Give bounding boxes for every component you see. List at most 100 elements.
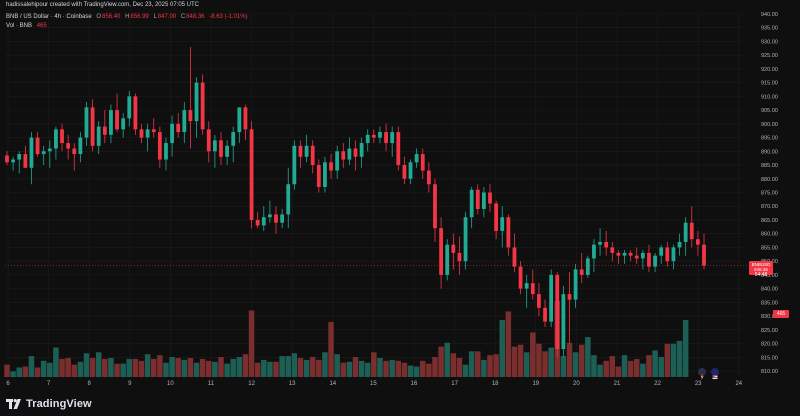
candle-down: [243, 107, 248, 130]
candle-up: [500, 217, 505, 231]
volume-bar: [487, 355, 493, 377]
price-tick-label: 900.00: [761, 122, 778, 128]
chart-grid: [5, 13, 743, 375]
candle-down: [60, 129, 64, 144]
candle-down: [610, 247, 615, 253]
volume-bar: [346, 361, 353, 377]
candle-down: [206, 129, 211, 152]
price-tick-label: 870.00: [761, 204, 778, 210]
candle-down: [555, 274, 560, 350]
candle-down: [665, 247, 670, 262]
time-tick-label: 6: [6, 381, 10, 387]
candle-down: [23, 154, 28, 168]
price-tick-label: 925.00: [761, 53, 778, 59]
volume-bar: [505, 311, 512, 377]
price-tick-label: 820.00: [761, 342, 778, 348]
volume-bar: [175, 358, 181, 377]
volume-bar: [261, 359, 267, 377]
price-candles: [5, 46, 706, 358]
volume-bar: [230, 358, 236, 377]
candle-up: [292, 145, 297, 185]
volume-bar: [150, 358, 157, 377]
candle-down: [139, 129, 144, 138]
candle-down: [457, 252, 462, 262]
candle-up: [84, 107, 89, 138]
volume-bar: [676, 340, 683, 377]
candle-down: [518, 266, 523, 289]
volume-bar: [224, 363, 230, 377]
event-marker-icon[interactable]: [698, 368, 706, 380]
volume-bar: [432, 357, 438, 377]
candle-up: [463, 217, 468, 262]
volume-bar: [499, 320, 505, 377]
time-tick-label: 16: [411, 381, 418, 387]
price-tick-label: 910.00: [761, 94, 778, 100]
candle-up: [121, 118, 126, 130]
volume-bar: [285, 356, 292, 377]
volume-bar: [621, 355, 628, 377]
volume-bar: [4, 364, 10, 377]
volume-bar: [34, 367, 41, 377]
time-tick-label: 7: [47, 381, 51, 387]
price-tick-label: 935.00: [761, 26, 778, 32]
volume-bar: [279, 356, 285, 377]
candle-down: [689, 222, 694, 240]
price-tag-countdown: 54:48: [754, 271, 768, 278]
volume-bar: [511, 346, 518, 377]
volume-bar: [603, 360, 609, 377]
time-tick-label: 21: [614, 381, 621, 387]
candle-up: [304, 145, 309, 157]
candle-down: [402, 165, 407, 179]
price-tick-label: 810.00: [761, 369, 778, 375]
time-tick-label: 24: [735, 381, 742, 387]
candle-down: [329, 162, 333, 171]
candle-up: [194, 82, 199, 122]
time-tick-label: 23: [695, 381, 702, 387]
candle-down: [634, 255, 639, 259]
candle-up: [573, 269, 578, 300]
tradingview-logo-icon: [6, 399, 21, 409]
volume-bar: [169, 357, 175, 377]
candle-down: [66, 143, 71, 149]
candle-up: [585, 258, 590, 275]
candle-up: [365, 134, 370, 144]
candle-up: [225, 145, 230, 157]
volume-bar: [652, 350, 658, 377]
candle-down: [316, 165, 321, 188]
candle-down: [102, 126, 107, 135]
candle-down: [433, 184, 437, 229]
volume-bar: [438, 346, 444, 377]
tradingview-logo[interactable]: TradingView: [6, 398, 92, 410]
volume-bar: [597, 364, 603, 377]
volume-bar: [609, 356, 616, 377]
volume-bar: [242, 354, 249, 377]
candle-down: [384, 132, 388, 144]
flag-icon[interactable]: [711, 368, 719, 379]
candle-down: [157, 132, 162, 160]
candle-up: [335, 151, 340, 171]
volume-bar: [187, 358, 194, 377]
volume-bar: [212, 361, 218, 377]
candle-up: [127, 96, 132, 119]
candle-up: [268, 214, 272, 218]
price-tick-label: 815.00: [761, 355, 778, 361]
candle-down: [219, 140, 223, 157]
volume-bar: [640, 363, 646, 377]
volume-bar: [59, 358, 65, 377]
volume-bar: [236, 357, 243, 377]
volume-bar: [77, 361, 84, 377]
candle-down: [200, 82, 205, 130]
candle-up: [378, 132, 382, 138]
volume-bar: [297, 358, 304, 377]
price-tick-label: 855.00: [761, 245, 778, 251]
volume-bar: [163, 362, 169, 377]
candle-up: [41, 151, 46, 155]
volume-bar: [40, 360, 47, 377]
volume-bar: [572, 352, 579, 377]
time-tick-label: 17: [451, 381, 458, 387]
volume-bar: [371, 352, 377, 377]
candle-up: [359, 143, 364, 157]
volume-bar: [450, 353, 457, 377]
volume-bar: [633, 358, 640, 377]
